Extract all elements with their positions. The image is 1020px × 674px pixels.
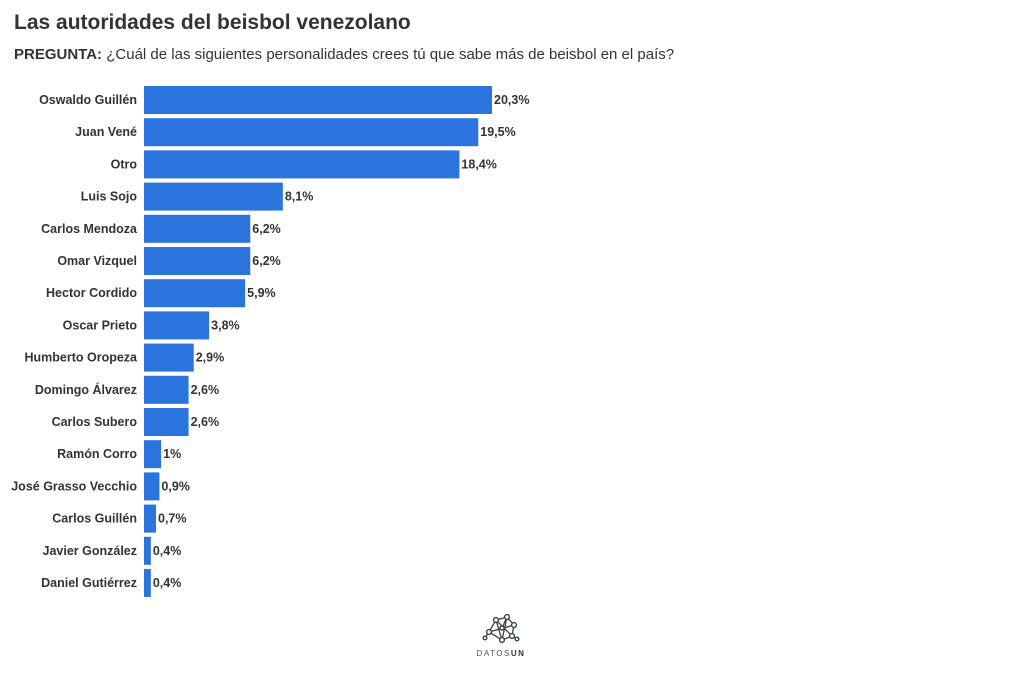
category-label: José Grasso Vecchio (11, 479, 137, 493)
bar[interactable] (144, 536, 151, 565)
bar[interactable] (144, 343, 194, 372)
category-label: Carlos Guillén (52, 512, 137, 526)
category-label: Juan Vené (75, 125, 137, 139)
bar[interactable] (144, 440, 162, 469)
value-label: 8,1% (285, 190, 314, 204)
value-label: 0,4% (153, 576, 182, 590)
value-label: 3,8% (211, 318, 240, 332)
value-label: 20,3% (494, 93, 529, 107)
value-label: 5,9% (247, 286, 276, 300)
category-label: Ramón Corro (57, 447, 137, 461)
category-label: Humberto Oropeza (24, 351, 138, 365)
bar[interactable] (144, 214, 251, 243)
bar[interactable] (144, 504, 156, 533)
value-label: 0,9% (161, 479, 190, 493)
category-label: Otro (111, 157, 138, 171)
chart-title: Las autoridades del beisbol venezolano (14, 11, 411, 34)
value-label: 6,2% (252, 222, 280, 236)
bar[interactable] (144, 86, 492, 114)
question-label: PREGUNTA: (14, 46, 103, 63)
category-label: Oswaldo Guillén (39, 93, 137, 107)
value-label: 19,5% (480, 125, 515, 139)
value-label: 0,7% (158, 512, 187, 526)
value-label: 1% (163, 447, 181, 461)
bar[interactable] (144, 279, 246, 308)
logo-text-a: DATOS (476, 649, 511, 658)
category-label: Javier González (43, 544, 138, 558)
chart-subtitle: PREGUNTA: ¿Cuál de las siguientes person… (14, 46, 674, 63)
value-label: 6,2% (252, 254, 280, 268)
datosun-logo: DATOSUN (476, 612, 526, 658)
category-label: Carlos Subero (52, 415, 138, 429)
bar[interactable] (144, 311, 210, 340)
value-label: 18,4% (461, 157, 496, 171)
logo-text-b: UN (510, 649, 526, 658)
category-label: Hector Cordido (46, 286, 137, 300)
bar[interactable] (144, 182, 283, 211)
bar[interactable] (144, 569, 151, 597)
bar[interactable] (144, 375, 189, 404)
network-icon (482, 613, 520, 644)
bar[interactable] (144, 247, 251, 275)
question-text: ¿Cuál de las siguientes personalidades c… (106, 46, 675, 63)
bar[interactable] (144, 408, 189, 436)
value-label: 2,6% (191, 383, 220, 397)
bar[interactable] (144, 472, 160, 501)
category-label: Luis Sojo (81, 190, 138, 204)
category-label: Carlos Mendoza (41, 222, 138, 236)
value-label: 2,6% (191, 415, 220, 429)
category-label: Oscar Prieto (63, 318, 138, 332)
category-label: Daniel Gutiérrez (41, 576, 137, 590)
bar[interactable] (144, 150, 460, 179)
value-label: 0,4% (153, 544, 182, 558)
bar-chart: Oswaldo Guillén 20,3% Juan Vené 19,5% Otro 18… (11, 86, 529, 597)
category-label: Domingo Álvarez (35, 382, 137, 397)
logo-text: DATOSUN (476, 649, 526, 658)
category-label: Omar Vizquel (57, 254, 137, 268)
value-label: 2,9% (196, 351, 225, 365)
bar[interactable] (144, 118, 479, 147)
